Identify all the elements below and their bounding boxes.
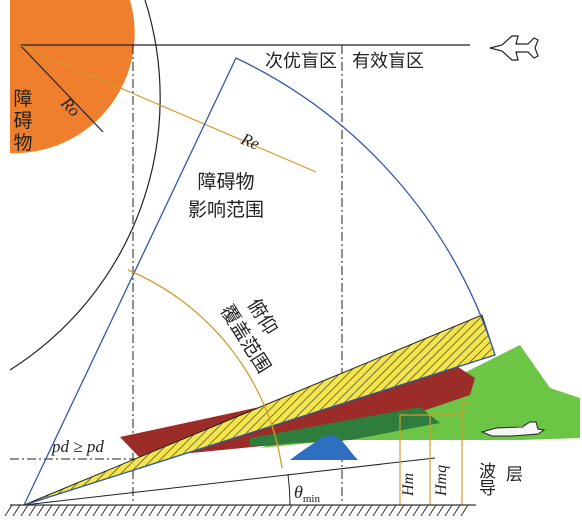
ground-hatch-tick (260, 504, 269, 517)
ground-hatch-tick (36, 504, 45, 517)
ground-hatch-tick (140, 504, 149, 517)
ground-hatch-tick (236, 504, 245, 517)
ground-hatch-tick (228, 504, 237, 517)
ground-hatch-tick (380, 504, 389, 517)
ro-radius-line (19, 44, 104, 133)
hmq-bracket (429, 414, 462, 505)
ground-hatch-tick (164, 504, 173, 517)
ground-hatch-tick (76, 504, 85, 517)
ground-hatch-tick (364, 504, 373, 517)
secondary-blind-zone-label: 次优盲区 (265, 51, 337, 72)
effective-blind-zone-label: 有效盲区 (352, 51, 424, 72)
ground-hatch-tick (204, 504, 213, 517)
ground-hatch-tick (276, 504, 285, 517)
ground-hatch-tick (244, 504, 253, 517)
ground-hatch-tick (188, 504, 197, 517)
ground-hatch-tick (252, 504, 261, 517)
ground-hatch-tick (268, 504, 277, 517)
ground-hatch-tick (212, 504, 221, 517)
ground-hatch-tick (84, 504, 93, 517)
ground-hatch-tick (388, 504, 397, 517)
theta-subscript: min (303, 493, 321, 505)
obstacle-influence-arc (9, 0, 161, 371)
ground-hatch-tick (172, 504, 181, 517)
obstacle-label-char-3: 物 (13, 132, 32, 154)
fighter-jet-top-view-icon (489, 35, 539, 61)
ground-hatch-tick (4, 504, 13, 517)
ground-hatch-tick (460, 504, 469, 517)
obstacle-label-char-2: 碍 (13, 110, 32, 132)
ground-hatch-tick (356, 504, 365, 517)
fighter-jet-side-view-icon (480, 421, 546, 437)
ground-hatch-tick (348, 504, 357, 517)
ground-hatch-tick (332, 504, 341, 517)
ground-hatch-tick (292, 504, 301, 517)
obstacle-shape (10, 0, 135, 154)
ground-hatch-tick (300, 504, 309, 517)
ground-hatch-tick (92, 504, 101, 517)
hm-bracket (399, 414, 430, 505)
ground-hatch-tick (60, 504, 69, 517)
obstacle-influence-label-1: 障碍物 (197, 171, 254, 193)
coverage-sector-outline (23, 57, 496, 506)
ground-hatch-tick (196, 504, 205, 517)
ground-hatch-tick (44, 504, 53, 517)
ground-hatch-tick (124, 504, 133, 517)
obstacle-influence-label-2: 影响范围 (188, 199, 264, 221)
pd-condition-label: pd ≥ pd (51, 437, 104, 456)
re-label: Re (238, 129, 263, 154)
ground-hatch-tick (100, 504, 109, 517)
ground-hatch-tick (452, 504, 461, 517)
ground-hatch-tick (156, 504, 165, 517)
ground-hatch-tick (284, 504, 293, 517)
obstacle-label-char-1: 障 (13, 88, 32, 110)
hmq-label: Hmq (433, 465, 450, 497)
dark-green-wedge (250, 407, 440, 446)
re-radius-line (19, 44, 317, 173)
ground-hatch-tick (316, 504, 325, 517)
ground-hatch-tick (28, 504, 37, 517)
ground-hatch-tick (12, 504, 21, 517)
duct-layer-label-1: 波导 (475, 462, 496, 496)
ground-hatch-tick (340, 504, 349, 517)
ground-hatch-tick (396, 504, 405, 517)
ground-hatch-tick (180, 504, 189, 517)
ground-hatch-tick (420, 504, 429, 517)
ground-hatch-tick (436, 504, 445, 517)
ground-hatch-tick (404, 504, 413, 517)
ground-hatch-tick (148, 504, 157, 517)
theta-symbol: θ (294, 482, 303, 502)
pitch-coverage-arc (127, 269, 283, 469)
terrain-bump (290, 435, 358, 460)
ground-hatch-tick (116, 504, 125, 517)
ground-hatch-tick (108, 504, 117, 517)
ground-hatch-tick (324, 504, 333, 517)
hm-label: Hm (400, 473, 417, 497)
ground-hatch-tick (68, 504, 77, 517)
ground-hatch-tick (412, 504, 421, 517)
ground-hatch-tick (132, 504, 141, 517)
ground-hatch-tick (52, 504, 61, 517)
ground-hatch-tick (20, 504, 29, 517)
ground-hatch-tick (444, 504, 453, 517)
duct-layer-bracket (461, 402, 470, 505)
ground-hatch-tick (220, 504, 229, 517)
theta-min-label: θmin (294, 482, 320, 505)
ground-hatch-tick (308, 504, 317, 517)
theta-arc (287, 473, 291, 506)
ground-hatch-tick (372, 504, 381, 517)
theta-min-ray (23, 457, 436, 506)
duct-layer-label-2: 层 (506, 465, 523, 485)
ground-hatch-tick (428, 504, 437, 517)
ground-hatching (4, 504, 469, 517)
